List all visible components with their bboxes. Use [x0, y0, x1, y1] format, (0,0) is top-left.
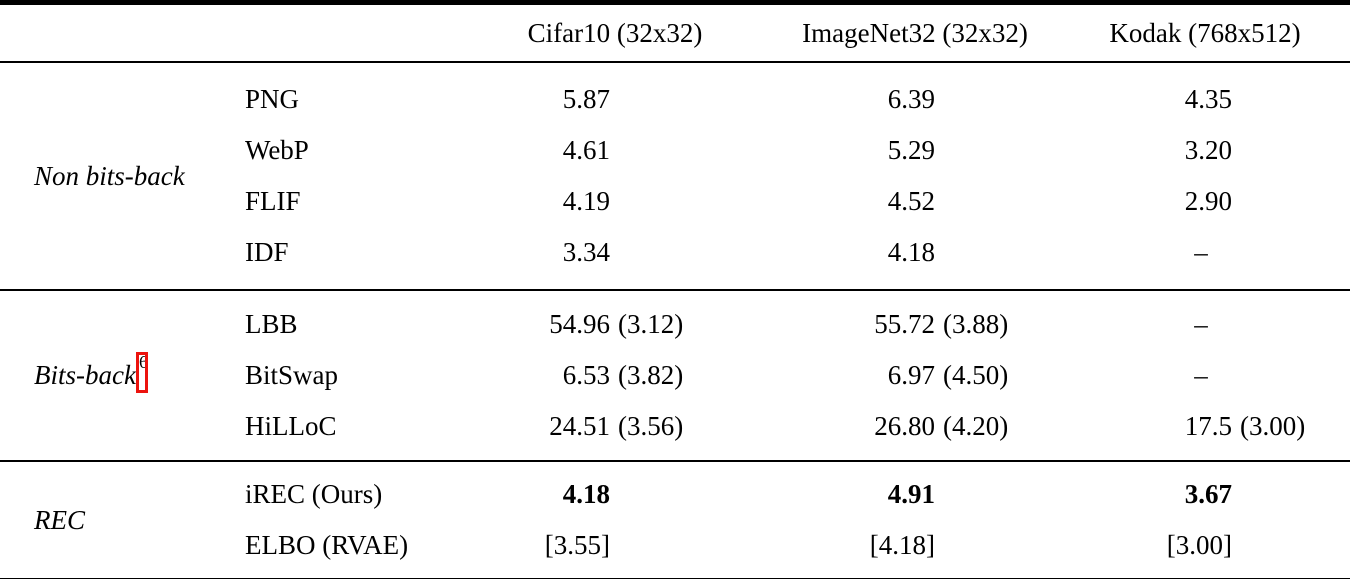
- value-cell: 6.39: [770, 84, 1060, 115]
- value-main: 17.5: [1184, 411, 1232, 441]
- value-cell: –: [1060, 309, 1350, 340]
- value-main: 3.67: [1184, 479, 1232, 509]
- value-cell: [3.00]: [1060, 530, 1350, 561]
- value-cell: 54.96 (3.12): [460, 309, 770, 340]
- group-non-bits-back: Non bits-back PNG 5.87 6.39 4.35 WebP 4.…: [0, 63, 1350, 289]
- group-bits-back: Bits-back 6 LBB 54.96 (3.12) 55.72 (3.88) –…: [0, 289, 1350, 460]
- value-main: 5.29: [887, 135, 935, 165]
- value-cell: 24.51 (3.56): [460, 411, 770, 442]
- value-cell: 4.19: [460, 186, 770, 217]
- value-main: 6.53: [562, 360, 610, 390]
- method-cell: PNG: [245, 84, 300, 114]
- value-main: 24.51: [549, 411, 610, 441]
- group-rec: REC iREC (Ours) 4.18 4.91 3.67 ELBO (RVA…: [0, 460, 1350, 578]
- value-main: 4.91: [887, 479, 935, 509]
- value-main: 4.18: [887, 237, 935, 267]
- table-row: IDF 3.34 4.18 –: [240, 227, 1350, 278]
- value-main: 2.90: [1184, 186, 1232, 216]
- value-main: –: [1194, 237, 1208, 267]
- value-main: 4.52: [887, 186, 935, 216]
- table-row: ELBO (RVAE) [3.55] [4.18] [3.00]: [240, 520, 1350, 571]
- value-paren: (3.00): [1240, 411, 1306, 441]
- value-cell: 2.90: [1060, 186, 1350, 217]
- value-paren: (3.56): [618, 411, 684, 441]
- table-row: PNG 5.87 6.39 4.35: [240, 74, 1350, 125]
- column-header-imagenet32: ImageNet32 (32x32): [802, 17, 1028, 48]
- value-main: 4.19: [562, 186, 610, 216]
- value-paren: (3.12): [618, 309, 684, 339]
- method-cell: FLIF: [245, 186, 301, 216]
- value-main: 6.97: [887, 360, 935, 390]
- value-paren: (4.20): [943, 411, 1009, 441]
- method-cell: IDF: [245, 237, 289, 267]
- value-paren: (4.50): [943, 360, 1009, 390]
- value-paren: (3.82): [618, 360, 684, 390]
- value-main: [3.55]: [544, 530, 610, 560]
- table-row: BitSwap 6.53 (3.82) 6.97 (4.50) –: [240, 350, 1350, 401]
- value-cell: –: [1060, 237, 1350, 268]
- value-cell: [4.18]: [770, 530, 1060, 561]
- value-main: 4.61: [562, 135, 610, 165]
- value-cell: 4.35: [1060, 84, 1350, 115]
- column-header-cifar10: Cifar10 (32x32): [527, 17, 703, 48]
- footnote-hyperlink-box: [135, 352, 148, 393]
- method-cell: iREC (Ours): [245, 479, 383, 509]
- value-cell: 6.97 (4.50): [770, 360, 1060, 391]
- value-cell: 4.91: [770, 479, 1060, 510]
- method-cell: ELBO (RVAE): [245, 530, 409, 560]
- value-main: 26.80: [874, 411, 935, 441]
- footnote-6-link[interactable]: 6: [135, 352, 154, 393]
- column-header-kodak: Kodak (768x512): [1109, 17, 1301, 48]
- footnote-number: 6: [138, 352, 148, 372]
- value-cell: 4.18: [460, 479, 770, 510]
- value-cell: –: [1060, 360, 1350, 391]
- value-cell: 5.29: [770, 135, 1060, 166]
- value-cell: 26.80 (4.20): [770, 411, 1060, 442]
- value-main: –: [1194, 360, 1208, 390]
- value-cell: 3.34: [460, 237, 770, 268]
- value-main: 3.34: [562, 237, 610, 267]
- value-main: 54.96: [549, 309, 610, 339]
- value-main: 4.18: [562, 479, 610, 509]
- table-row: iREC (Ours) 4.18 4.91 3.67: [240, 469, 1350, 520]
- value-cell: 6.53 (3.82): [460, 360, 770, 391]
- value-main: [4.18]: [869, 530, 935, 560]
- table-row: HiLLoC 24.51 (3.56) 26.80 (4.20) 17.5 (3.00…: [240, 401, 1350, 452]
- value-main: 5.87: [562, 84, 610, 114]
- value-cell: 3.67: [1060, 479, 1350, 510]
- table-header-row: Cifar10 (32x32) ImageNet32 (32x32) Kodak…: [0, 5, 1350, 63]
- table-row: LBB 54.96 (3.12) 55.72 (3.88) –: [240, 299, 1350, 350]
- value-cell: 4.18: [770, 237, 1060, 268]
- value-cell: [3.55]: [460, 530, 770, 561]
- group-label: REC: [0, 469, 240, 571]
- value-paren: (3.88): [943, 309, 1009, 339]
- method-cell: LBB: [245, 309, 298, 339]
- value-cell: 5.87: [460, 84, 770, 115]
- group-label-text: Non bits-back: [34, 160, 185, 191]
- value-main: 55.72: [874, 309, 935, 339]
- value-cell: 3.20: [1060, 135, 1350, 166]
- value-main: 3.20: [1184, 135, 1232, 165]
- value-cell: 4.52: [770, 186, 1060, 217]
- method-cell: BitSwap: [245, 360, 339, 390]
- value-cell: 4.61: [460, 135, 770, 166]
- method-cell: WebP: [245, 135, 309, 165]
- table-row: FLIF 4.19 4.52 2.90: [240, 176, 1350, 227]
- method-cell: HiLLoC: [245, 411, 337, 441]
- value-cell: 55.72 (3.88): [770, 309, 1060, 340]
- group-label-text: Bits-back 6: [34, 352, 154, 393]
- group-label: Bits-back 6: [0, 299, 240, 452]
- value-main: 6.39: [887, 84, 935, 114]
- value-main: [3.00]: [1166, 530, 1232, 560]
- table-row: WebP 4.61 5.29 3.20: [240, 125, 1350, 176]
- value-main: –: [1194, 309, 1208, 339]
- group-label: Non bits-back: [0, 74, 240, 278]
- value-main: 4.35: [1184, 84, 1232, 114]
- group-label-text: REC: [34, 504, 85, 535]
- value-cell: 17.5 (3.00): [1060, 411, 1350, 442]
